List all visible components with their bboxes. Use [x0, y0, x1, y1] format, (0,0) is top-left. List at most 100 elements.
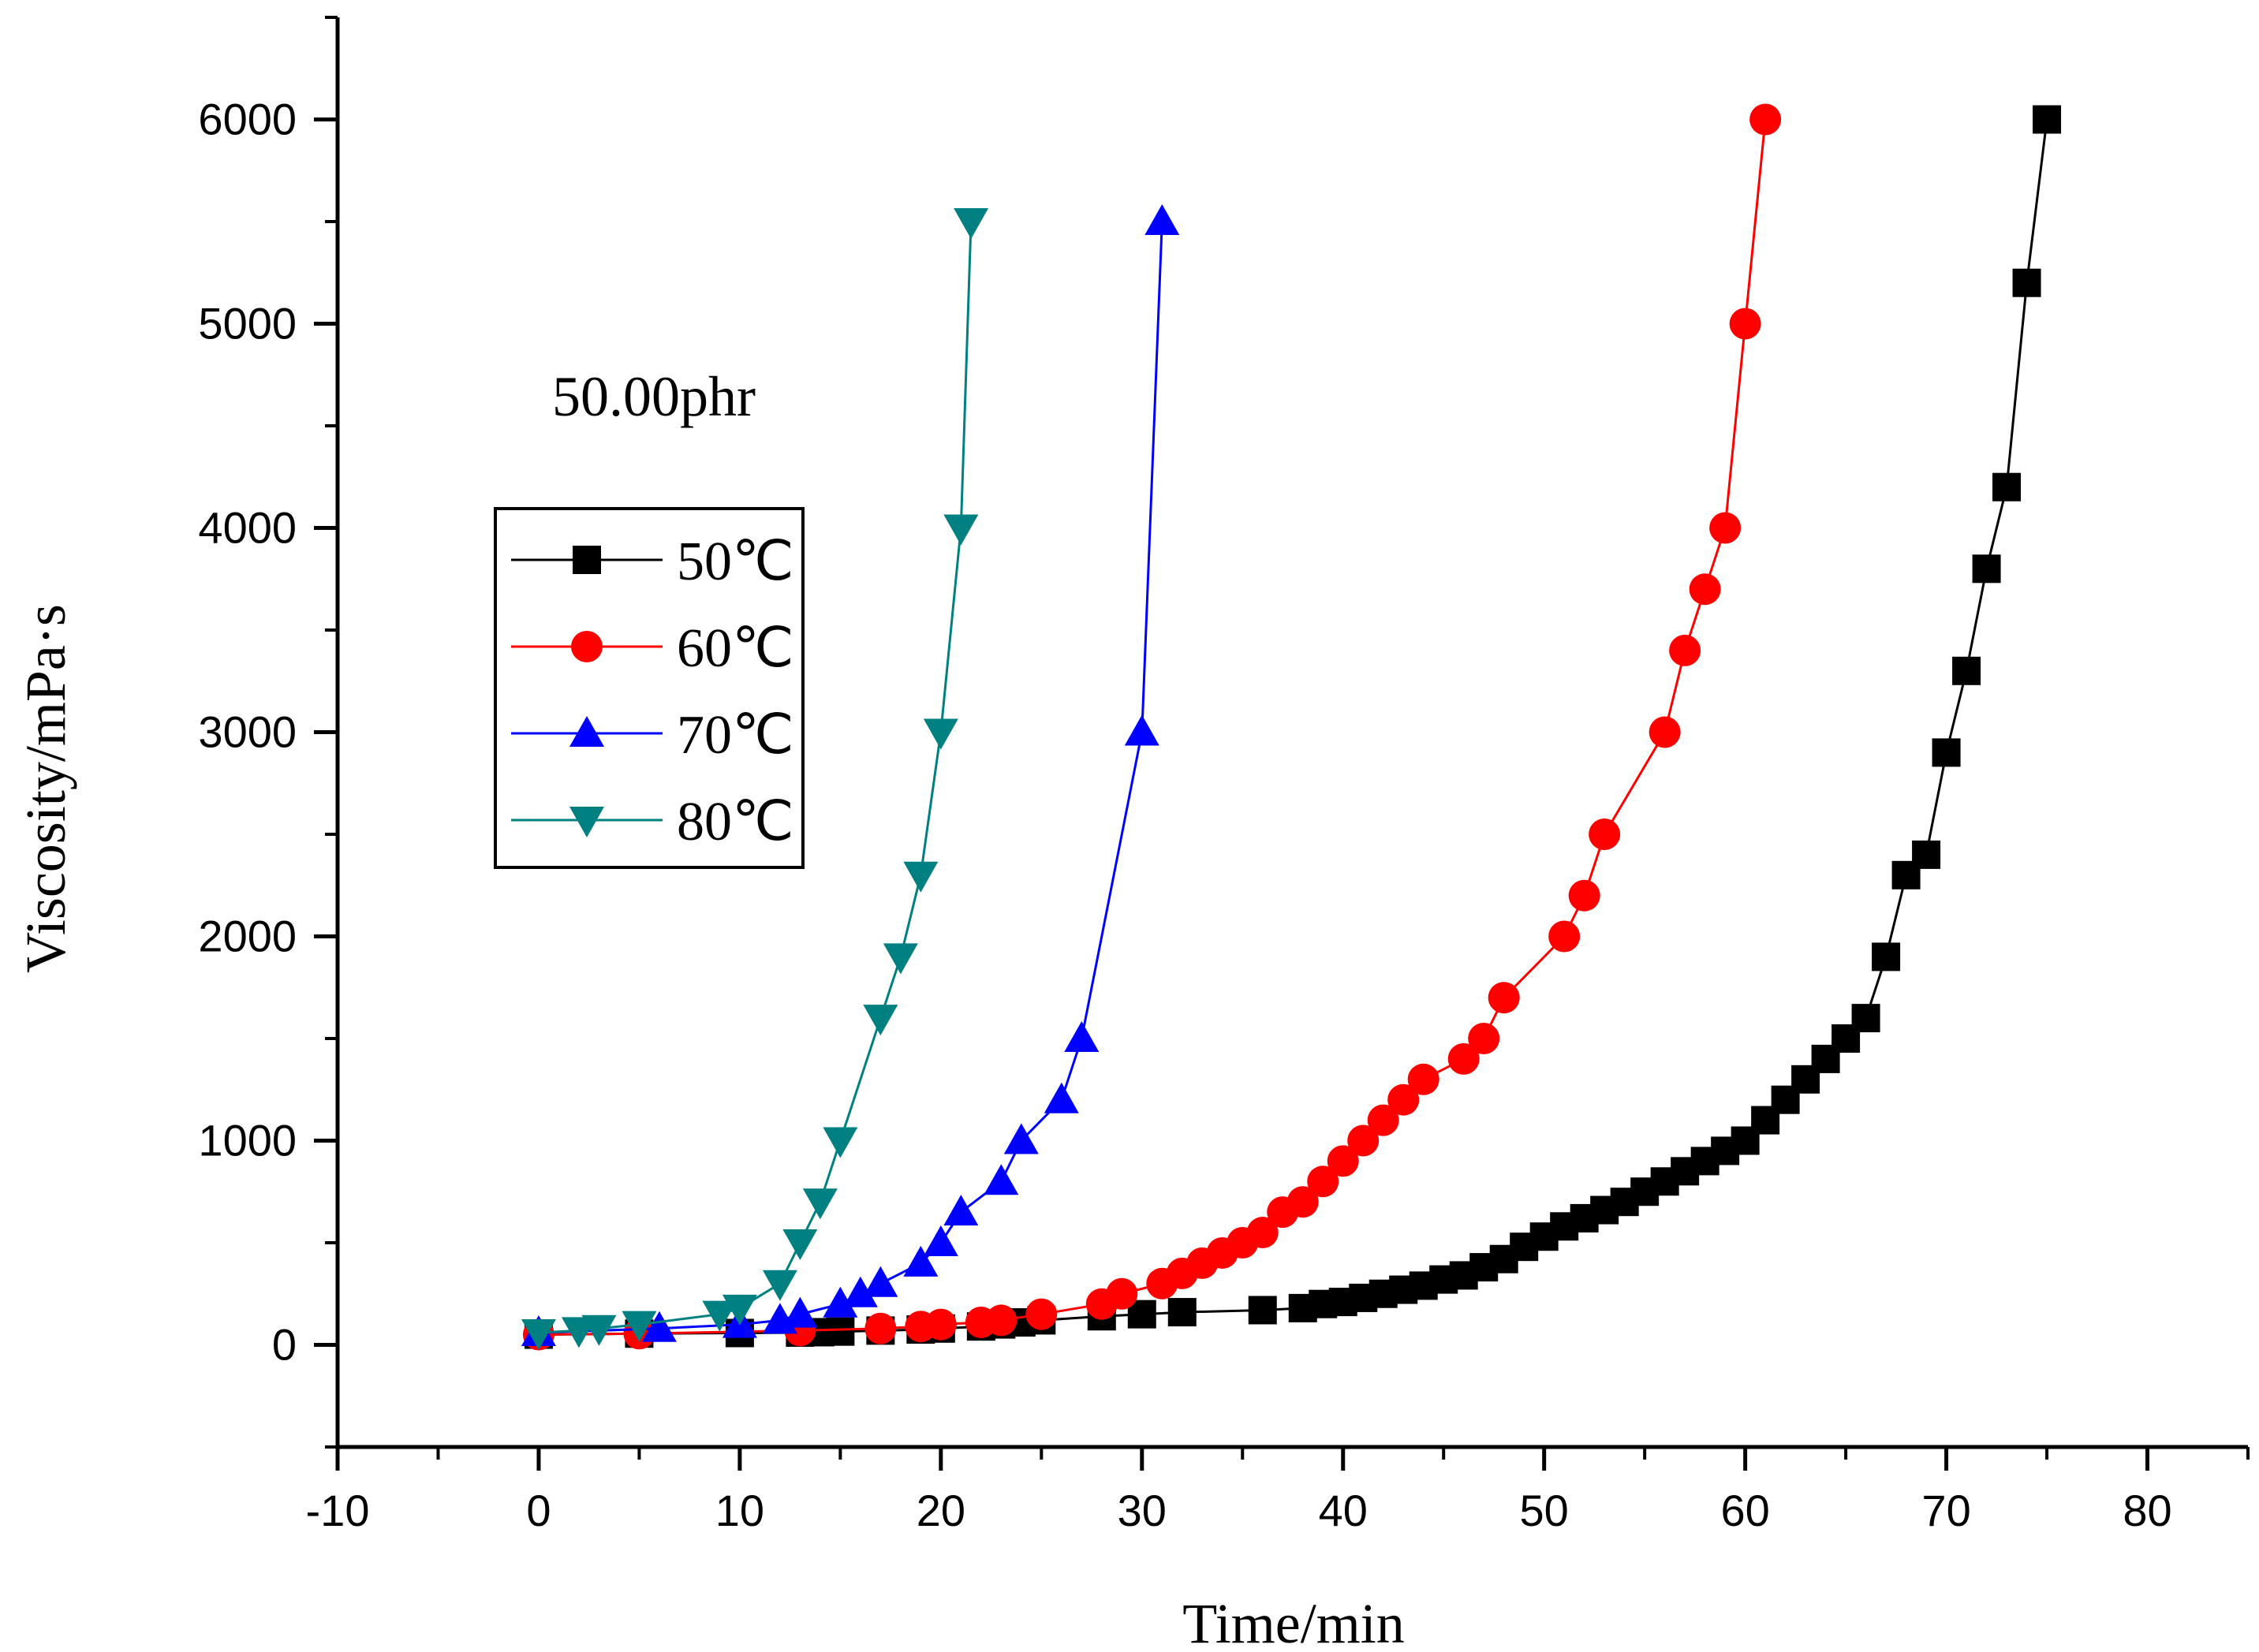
- data-point: [722, 1294, 757, 1326]
- data-point: [1568, 879, 1600, 912]
- data-point: [903, 861, 939, 893]
- data-point: [1972, 554, 2001, 584]
- series-4: [521, 208, 989, 1350]
- data-point: [863, 1266, 898, 1297]
- legend-marker: [573, 546, 601, 574]
- data-point: [1246, 1217, 1279, 1249]
- data-point: [1649, 716, 1681, 748]
- data-point: [1347, 1124, 1380, 1157]
- y-tick-label: 3000: [198, 707, 297, 757]
- phr-annotation: 50.00phr: [552, 365, 756, 428]
- data-point: [521, 1318, 556, 1350]
- data-point: [1912, 840, 1941, 869]
- data-point: [1248, 1296, 1277, 1325]
- x-tick-label: 0: [526, 1486, 551, 1535]
- data-point: [864, 1312, 897, 1344]
- legend-marker: [569, 807, 604, 837]
- legend-item: 70℃: [511, 705, 794, 766]
- legend-label: 70℃: [677, 705, 794, 766]
- x-tick-label: 10: [715, 1486, 764, 1535]
- legend-box: [494, 507, 805, 869]
- legend: 50℃ 60℃ 70℃ 80℃: [494, 507, 805, 869]
- data-point: [802, 1188, 838, 1220]
- data-point: [826, 1317, 855, 1346]
- data-point: [1468, 1023, 1500, 1054]
- data-point: [1407, 1063, 1439, 1095]
- data-point: [823, 1127, 858, 1158]
- data-point: [1992, 472, 2022, 502]
- y-axis: 0 1000 2000 3000 4000 5000 6000: [198, 16, 338, 1449]
- y-tick-label: 2000: [198, 912, 297, 961]
- series-line: [538, 221, 973, 1334]
- series-3: [521, 204, 1180, 1346]
- data-point: [863, 1005, 898, 1036]
- data-point: [1144, 204, 1180, 235]
- data-point: [1447, 1042, 1480, 1075]
- data-point: [1044, 1082, 1079, 1113]
- y-tick-label: 5000: [198, 299, 297, 349]
- data-point: [1872, 942, 1901, 971]
- data-point: [1286, 1186, 1319, 1218]
- legend-item: 80℃: [511, 792, 794, 852]
- data-point: [823, 1286, 858, 1318]
- data-point: [1003, 1123, 1039, 1154]
- x-tick-label: 40: [1319, 1486, 1368, 1535]
- data-point: [985, 1304, 1017, 1337]
- data-point: [1025, 1298, 1058, 1330]
- data-point: [622, 1311, 657, 1342]
- data-point: [1307, 1165, 1339, 1198]
- data-point: [1851, 1004, 1880, 1033]
- data-point: [943, 1195, 979, 1226]
- y-tick-label: 4000: [198, 503, 297, 553]
- data-point: [923, 718, 958, 750]
- data-point: [984, 1164, 1019, 1195]
- series-2: [522, 103, 1782, 1351]
- legend-marker: [571, 631, 603, 662]
- legend-item: 60℃: [511, 618, 794, 679]
- data-point: [1589, 819, 1621, 850]
- data-point: [1327, 1145, 1359, 1177]
- data-point: [1488, 982, 1520, 1014]
- x-tick-label: 20: [917, 1486, 965, 1535]
- data-point: [1064, 1021, 1100, 1052]
- data-point: [702, 1300, 737, 1332]
- data-point: [1729, 308, 1761, 340]
- x-tick-label: 50: [1520, 1486, 1569, 1535]
- data-point: [762, 1270, 797, 1301]
- data-point: [2033, 105, 2062, 134]
- data-point: [842, 1276, 878, 1307]
- data-point: [1749, 103, 1782, 136]
- data-point: [1709, 512, 1742, 544]
- data-point: [1548, 920, 1581, 953]
- data-point: [782, 1296, 818, 1328]
- data-point: [1387, 1083, 1420, 1116]
- data-point: [1367, 1104, 1399, 1136]
- data-point: [954, 208, 989, 239]
- legend-label: 80℃: [677, 792, 794, 852]
- data-point: [903, 1245, 939, 1277]
- data-point: [883, 943, 918, 975]
- y-axis-title: Viscosity/mPa·s: [14, 604, 77, 973]
- x-tick-label: -10: [306, 1486, 370, 1535]
- y-tick-label: 0: [272, 1320, 297, 1370]
- data-point: [1952, 656, 1981, 685]
- data-point: [923, 1225, 958, 1256]
- series-layer: [521, 103, 2062, 1351]
- legend-label: 50℃: [677, 531, 794, 592]
- data-point: [641, 1311, 677, 1342]
- data-point: [1689, 573, 1721, 606]
- data-point: [2012, 268, 2041, 297]
- data-point: [1167, 1298, 1197, 1327]
- data-point: [943, 514, 979, 546]
- data-point: [581, 1315, 617, 1346]
- x-tick-label: 80: [2123, 1486, 2171, 1535]
- legend-marker: [569, 716, 604, 747]
- x-axis-title: Time/min: [1182, 1592, 1404, 1652]
- legend-label: 60℃: [677, 618, 794, 679]
- data-point: [1124, 714, 1159, 746]
- data-point: [1932, 738, 1961, 767]
- x-tick-label: 30: [1118, 1486, 1167, 1535]
- x-tick-label: 60: [1720, 1486, 1769, 1535]
- data-point: [1106, 1277, 1138, 1310]
